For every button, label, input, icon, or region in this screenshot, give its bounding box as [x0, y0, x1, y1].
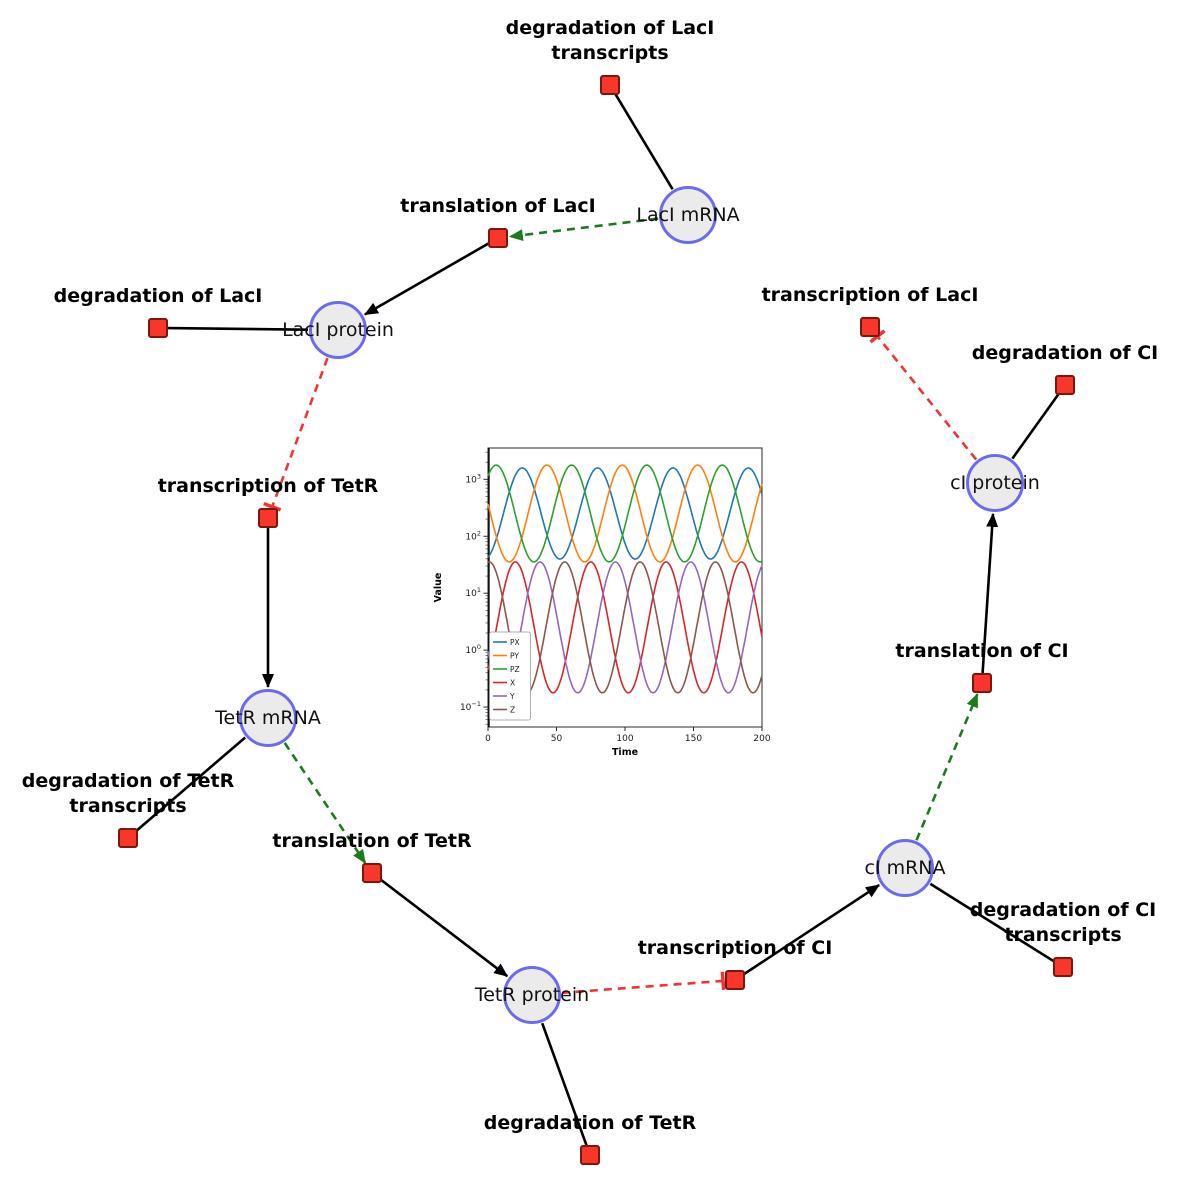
- y-tick-label: 101: [465, 586, 481, 599]
- legend-label-PZ: PZ: [510, 665, 520, 674]
- species-label-laci_mrna: LacI mRNA: [636, 204, 740, 226]
- reaction-node-transl_tetr: [362, 863, 382, 883]
- series-line-PY: [487, 464, 763, 563]
- legend-label-Y: Y: [509, 692, 515, 701]
- species-label-ci_mrna: cI mRNA: [864, 857, 946, 879]
- edge-reactant-ci_mrna-deg_ci_tx: [929, 882, 1056, 963]
- reaction-label-transcr_tetr: transcription of TetR: [157, 475, 379, 497]
- reaction-node-transl_laci: [488, 228, 508, 248]
- edge-modifier-ci_mrna-transl_ci: [915, 693, 979, 841]
- species-node-tetr_protein: [503, 966, 561, 1024]
- reaction-node-deg_ci: [1055, 375, 1075, 395]
- edge-reactant-ci_protein-deg_ci: [1011, 392, 1061, 460]
- edge-product-transcr_ci-ci_mrna: [742, 884, 880, 976]
- simulation-inset-chart: 10−1 100 101 102 103 0 50 100 150 200 Time Value PX P…: [428, 436, 773, 766]
- species-node-ci_protein: [966, 454, 1024, 512]
- legend-label-Z: Z: [510, 705, 515, 714]
- edge-modifier-laci_mrna-transl_laci: [508, 217, 659, 241]
- chart-x-axis-label: Time: [612, 747, 638, 758]
- series-line-Z: [487, 561, 763, 694]
- edge-modifier-tetr_mrna-transl_tetr: [283, 742, 367, 864]
- reaction-label-transcr_ci: transcription of CI: [637, 937, 833, 959]
- x-tick-label: 100: [616, 734, 633, 744]
- species-node-laci_mrna: [659, 186, 717, 244]
- reaction-label-deg_tetr: degradation of TetR: [483, 1112, 697, 1134]
- reaction-node-deg_ci_tx: [1053, 957, 1073, 977]
- y-tick-label: 10−1: [460, 700, 481, 713]
- species-label-tetr_protein: TetR protein: [474, 984, 590, 1006]
- series-line-PZ: [487, 464, 763, 563]
- edge-reactant-laci_mrna-deg_laci_tx: [613, 92, 674, 190]
- edge-inhibitor-laci_protein-transcr_tetr: [263, 357, 329, 512]
- series-line-Y: [487, 561, 763, 694]
- reaction-node-deg_tetr: [580, 1145, 600, 1165]
- reaction-node-transcr_ci: [725, 970, 745, 990]
- chart-legend: [489, 631, 531, 721]
- x-tick-label: 150: [685, 734, 702, 744]
- reaction-node-deg_laci_tx: [600, 75, 620, 95]
- legend-label-PX: PX: [510, 638, 520, 647]
- y-tick-label: 103: [465, 472, 481, 485]
- species-label-tetr_mrna: TetR mRNA: [215, 707, 321, 729]
- reaction-label-transcr_laci: transcription of LacI: [761, 284, 979, 306]
- edge-product-transl_laci-laci_protein: [364, 241, 490, 316]
- species-label-ci_protein: cI protein: [950, 472, 1040, 494]
- x-tick-label: 200: [753, 734, 770, 744]
- reaction-label-transl_laci: translation of LacI: [400, 195, 596, 217]
- edge-inhibitor-ci_protein-transcr_laci: [869, 329, 978, 461]
- reaction-label-deg_ci: degradation of CI: [971, 342, 1159, 364]
- species-node-ci_mrna: [876, 839, 934, 897]
- edge-product-transl_tetr-tetr_protein: [379, 878, 509, 978]
- species-node-tetr_mrna: [239, 689, 297, 747]
- edge-reactant-tetr_mrna-deg_tetr_tx: [134, 736, 247, 833]
- reaction-label-deg_laci: degradation of LacI: [53, 285, 263, 307]
- reaction-label-deg_laci_tx: degradation of LacI transcripts: [505, 17, 715, 64]
- series-line-PX: [487, 467, 763, 560]
- reaction-node-transcr_tetr: [258, 508, 278, 528]
- legend-label-PY: PY: [510, 651, 519, 660]
- reaction-node-deg_laci: [148, 318, 168, 338]
- edge-product-transl_ci-ci_protein: [981, 512, 999, 674]
- reaction-label-transl_ci: translation of CI: [895, 640, 1069, 662]
- y-tick-label: 100: [465, 643, 481, 656]
- x-tick-label: 0: [485, 734, 491, 744]
- simulation-chart-svg: 10−1 100 101 102 103 0 50 100 150 200 Time Value PX P…: [433, 447, 771, 758]
- legend-label-X: X: [510, 678, 515, 687]
- edge-reactant-laci_protein-deg_laci: [167, 326, 309, 331]
- reaction-node-transl_ci: [972, 673, 992, 693]
- reaction-node-transcr_laci: [860, 317, 880, 337]
- reaction-label-transl_tetr: translation of TetR: [272, 830, 472, 852]
- reaction-node-deg_tetr_tx: [118, 828, 138, 848]
- reaction-label-deg_tetr_tx: degradation of TetR transcripts: [21, 770, 235, 817]
- species-label-laci_protein: LacI protein: [282, 319, 394, 341]
- species-node-laci_protein: [309, 301, 367, 359]
- edge-reactant-tetr_protein-deg_tetr: [540, 1022, 588, 1147]
- y-tick-label: 102: [465, 529, 481, 542]
- x-tick-label: 50: [551, 734, 563, 744]
- reaction-label-deg_ci_tx: degradation of CI transcripts: [969, 899, 1157, 946]
- chart-y-axis-label: Value: [433, 573, 444, 603]
